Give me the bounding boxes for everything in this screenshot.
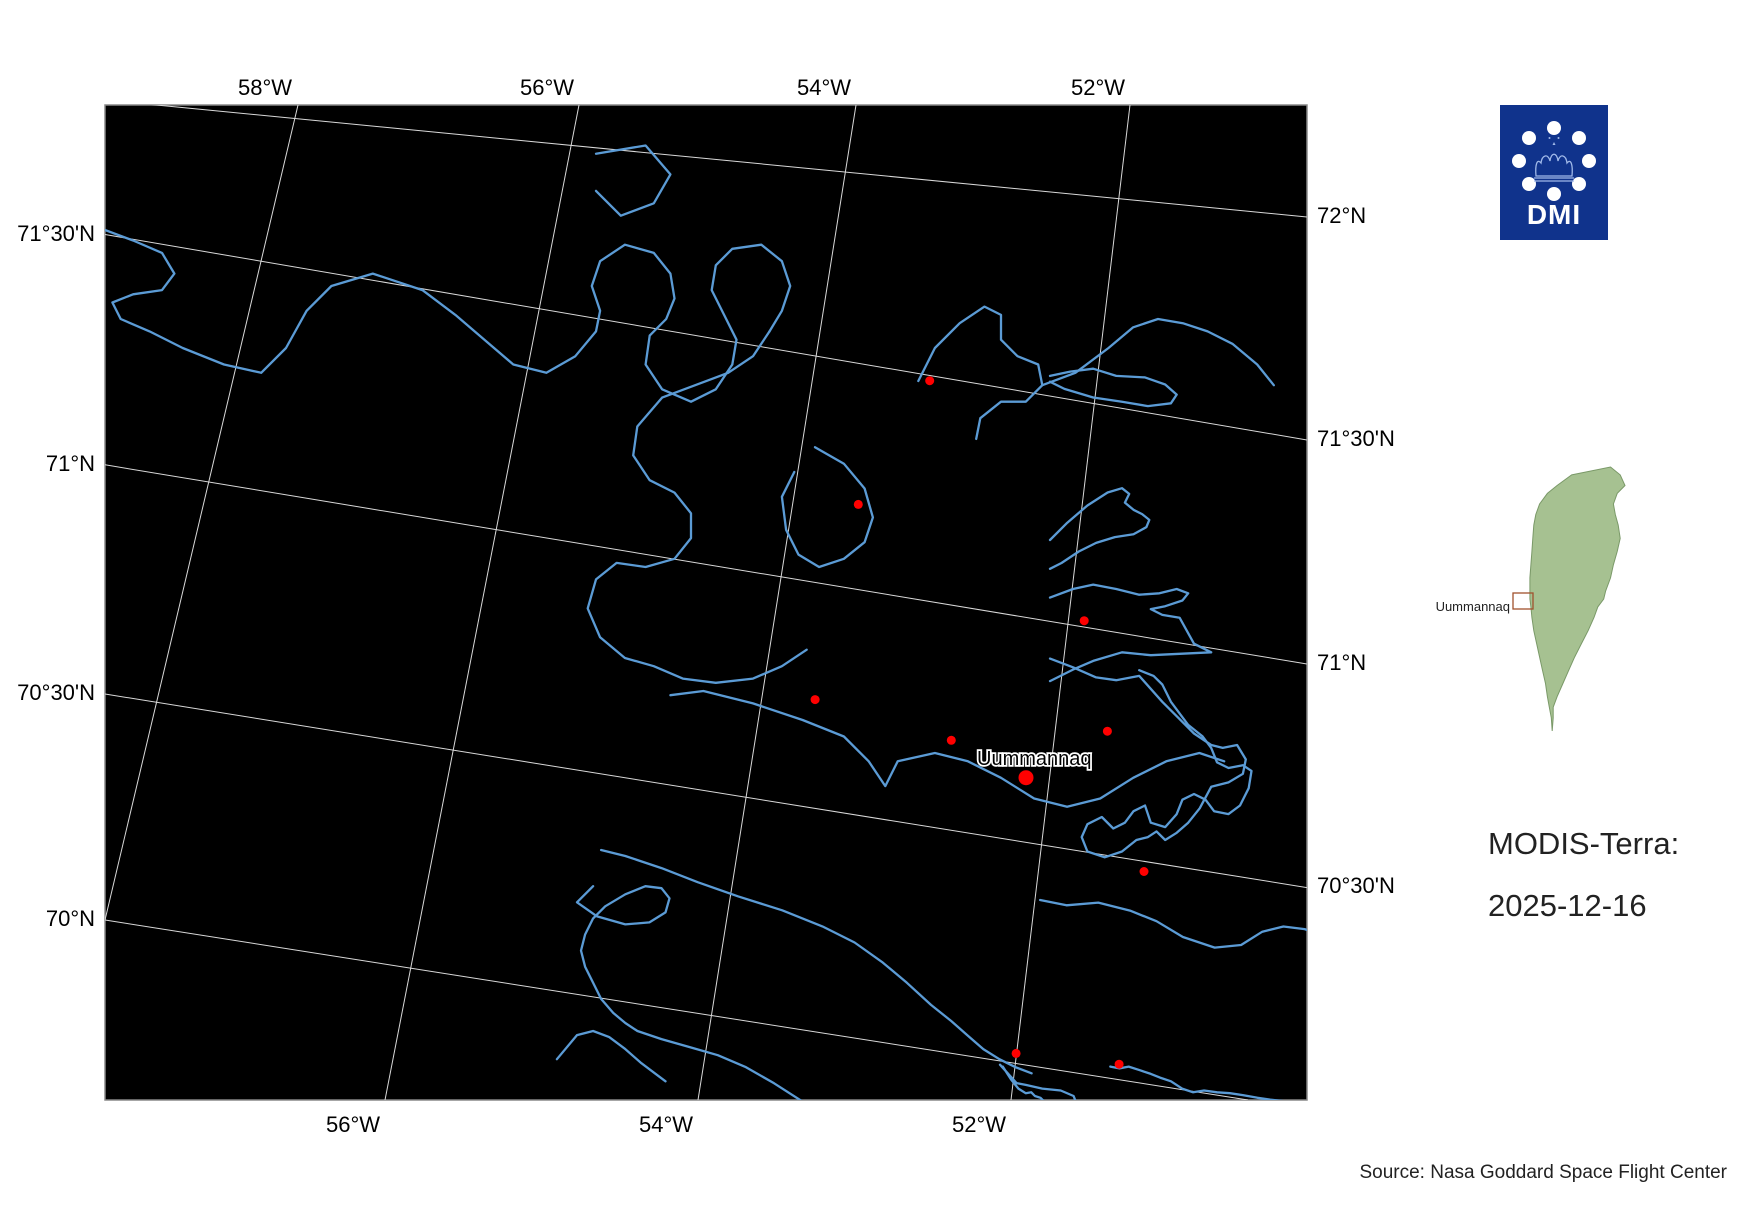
- svg-text:52°W: 52°W: [1071, 75, 1125, 100]
- svg-text:MODIS-Terra:: MODIS-Terra:: [1488, 826, 1679, 861]
- svg-text:54°W: 54°W: [797, 75, 851, 100]
- svg-text:56°W: 56°W: [326, 1112, 380, 1137]
- svg-text:56°W: 56°W: [520, 75, 574, 100]
- svg-text:70°30'N: 70°30'N: [1317, 873, 1395, 898]
- svg-text:58°W: 58°W: [238, 75, 292, 100]
- svg-text:70°N: 70°N: [46, 906, 95, 931]
- svg-text:71°30'N: 71°30'N: [17, 221, 95, 246]
- svg-text:54°W: 54°W: [639, 1112, 693, 1137]
- svg-text:DMI: DMI: [1527, 199, 1581, 230]
- svg-text:71°N: 71°N: [1317, 650, 1366, 675]
- svg-text:Source: Nasa Goddard Space Fli: Source: Nasa Goddard Space Flight Center: [1359, 1162, 1727, 1183]
- svg-text:2025-12-16: 2025-12-16: [1488, 888, 1647, 923]
- svg-text:Uummannaq: Uummannaq: [1436, 599, 1510, 614]
- svg-text:Uummannaq: Uummannaq: [977, 748, 1092, 770]
- svg-text:72°N: 72°N: [1317, 203, 1366, 228]
- svg-text:71°30'N: 71°30'N: [1317, 426, 1395, 451]
- svg-text:70°30'N: 70°30'N: [17, 680, 95, 705]
- svg-text:71°N: 71°N: [46, 451, 95, 476]
- svg-text:52°W: 52°W: [952, 1112, 1006, 1137]
